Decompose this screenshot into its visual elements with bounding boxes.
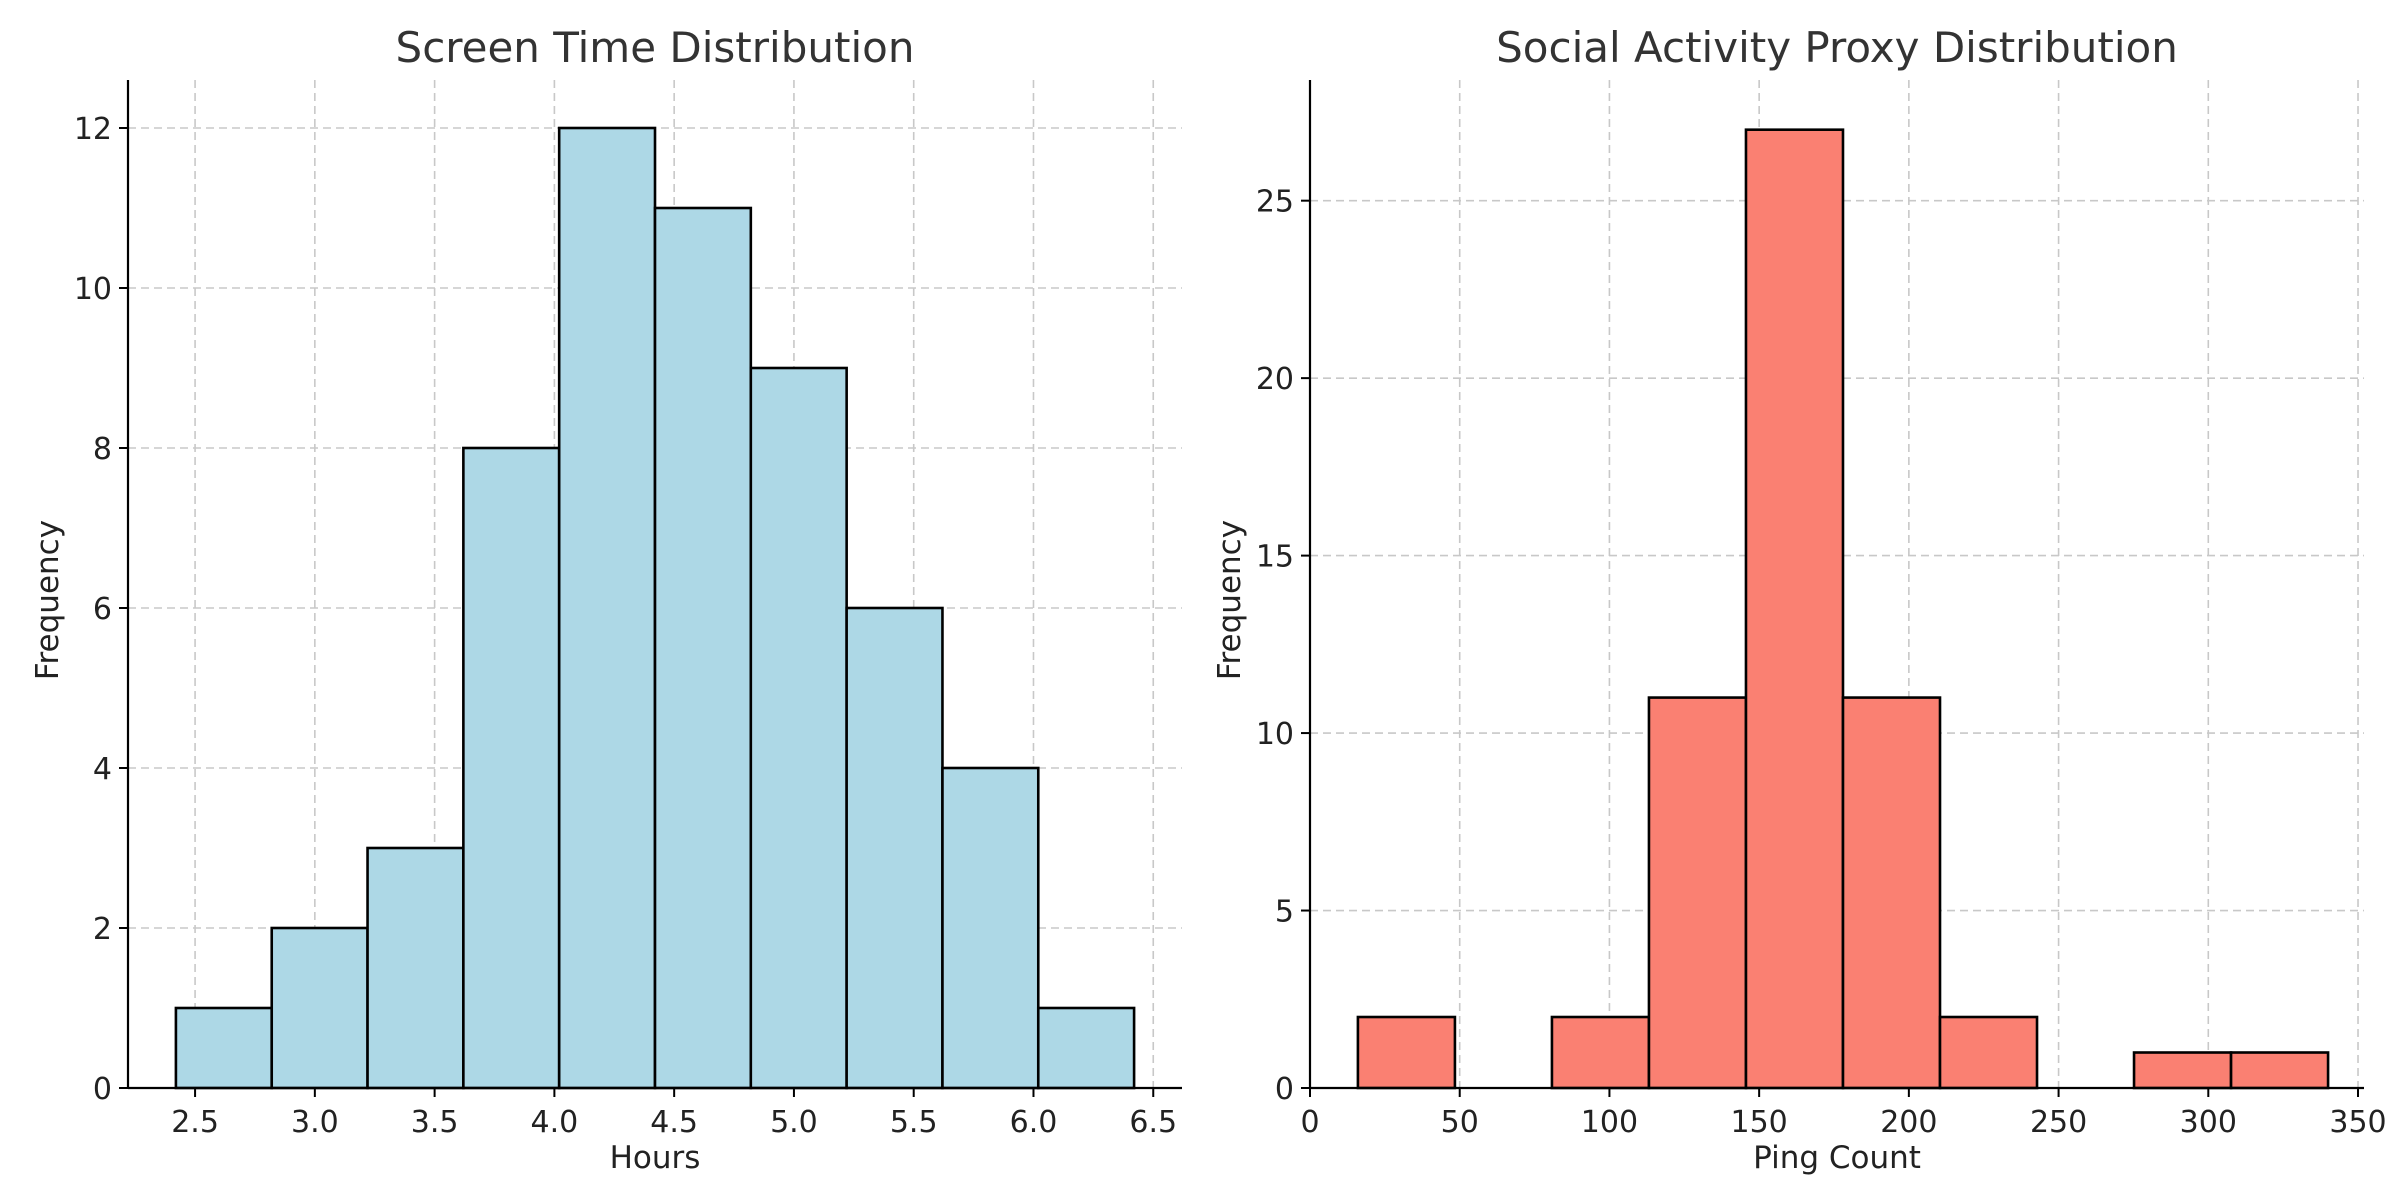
x-tick-label: 300 bbox=[2180, 1105, 2237, 1140]
y-tick-label: 2 bbox=[93, 912, 112, 947]
y-tick-label: 6 bbox=[93, 592, 112, 627]
histogram-bar bbox=[941, 766, 1040, 1090]
y-tick-label: 0 bbox=[93, 1072, 112, 1107]
social-activity-chart: 0 50 100 150 200 250 300 350 0 5 10 15 20 25 Social A… bbox=[1212, 23, 2387, 1176]
histogram-bar bbox=[1938, 1015, 2039, 1090]
x-tick-label: 100 bbox=[1581, 1105, 1638, 1140]
x-tick-label: 5.0 bbox=[770, 1105, 818, 1140]
histogram-bar bbox=[2132, 1051, 2233, 1090]
histogram-bar bbox=[1841, 696, 1942, 1090]
y-tick-label: 20 bbox=[1256, 362, 1294, 397]
histogram-bar bbox=[653, 206, 753, 1090]
histogram-bar bbox=[1036, 1006, 1136, 1090]
x-tick-label: 5.5 bbox=[890, 1105, 938, 1140]
x-tick-label: 4.5 bbox=[650, 1105, 698, 1140]
histogram-bar bbox=[845, 606, 944, 1090]
screen-time-chart: 2.5 3.0 3.5 4.0 4.5 5.0 5.5 6.0 6.5 0 2 4 6 8 10 12 Scr… bbox=[30, 23, 1182, 1176]
histogram-bar bbox=[2229, 1051, 2330, 1090]
y-tick-label: 0 bbox=[1275, 1072, 1294, 1107]
x-axis-label: Hours bbox=[610, 1140, 701, 1176]
x-tick-label: 2.5 bbox=[171, 1105, 219, 1140]
histogram-bar bbox=[749, 366, 848, 1090]
y-axis-label: Frequency bbox=[30, 520, 66, 680]
histogram-bar bbox=[1647, 696, 1748, 1090]
y-tick-label: 12 bbox=[74, 112, 112, 147]
y-axis-label: Frequency bbox=[1212, 520, 1248, 680]
x-axis-label: Ping Count bbox=[1753, 1140, 1921, 1176]
histogram-bar bbox=[557, 126, 657, 1090]
x-tick-label: 350 bbox=[2329, 1105, 2386, 1140]
y-tick-label: 15 bbox=[1256, 540, 1294, 575]
y-tick-label: 25 bbox=[1256, 185, 1294, 220]
histogram-bar bbox=[366, 846, 465, 1090]
y-tick-label: 8 bbox=[93, 432, 112, 467]
y-tick-label: 10 bbox=[74, 272, 112, 307]
x-tick-label: 3.5 bbox=[411, 1105, 459, 1140]
chart-title: Social Activity Proxy Distribution bbox=[1496, 23, 2178, 72]
histogram-bar bbox=[462, 446, 561, 1090]
x-tick-label: 4.0 bbox=[531, 1105, 579, 1140]
y-tick-label: 10 bbox=[1256, 717, 1294, 752]
x-tick-label: 0 bbox=[1300, 1105, 1319, 1140]
histogram-bar bbox=[1550, 1015, 1651, 1090]
chart-title: Screen Time Distribution bbox=[396, 23, 915, 72]
x-tick-label: 50 bbox=[1441, 1105, 1479, 1140]
histogram-bar bbox=[1356, 1015, 1457, 1090]
y-tick-label: 5 bbox=[1275, 895, 1294, 930]
x-tick-label: 3.0 bbox=[291, 1105, 339, 1140]
x-tick-label: 6.5 bbox=[1129, 1105, 1177, 1140]
histogram-bar bbox=[174, 1006, 274, 1090]
x-tick-label: 6.0 bbox=[1010, 1105, 1058, 1140]
x-tick-label: 250 bbox=[2030, 1105, 2087, 1140]
histogram-bar bbox=[270, 926, 369, 1090]
x-tick-label: 200 bbox=[1880, 1105, 1937, 1140]
histogram-bar bbox=[1744, 128, 1845, 1090]
x-tick-label: 150 bbox=[1731, 1105, 1788, 1140]
y-tick-label: 4 bbox=[93, 752, 112, 787]
